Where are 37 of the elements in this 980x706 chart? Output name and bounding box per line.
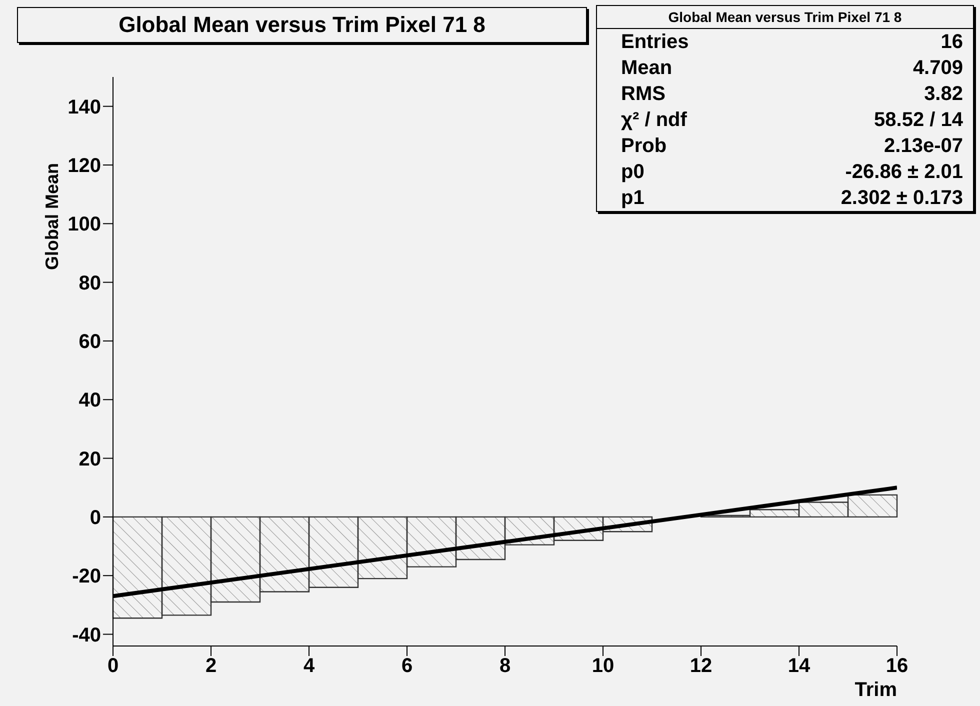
annotation: χ² / ndf [621, 108, 687, 132]
y-tick-label: 100 [68, 214, 101, 236]
y-axis-title: Global Mean [42, 162, 63, 270]
y-tick-label: 60 [78, 331, 101, 354]
y-tick-label: 20 [78, 448, 101, 470]
x-tick-label: 6 [401, 655, 413, 678]
text: 16 [940, 30, 963, 54]
text: 4.709 [912, 56, 963, 80]
annotation: RMS [621, 82, 666, 106]
text: Global Mean versus Trim Pixel 71 8 [597, 6, 973, 29]
chart-title: Global Mean versus Trim Pixel 71 8 [17, 7, 587, 43]
y-tick-label: 80 [78, 272, 101, 294]
y-tick-label: -20 [72, 566, 101, 588]
y-tick-label: 40 [78, 390, 101, 412]
x-tick-label: 10 [592, 655, 614, 678]
x-tick-label: 14 [788, 655, 811, 678]
x-tick-label: 4 [303, 655, 316, 678]
text: 3.82 [924, 82, 963, 106]
y-tick-label: -40 [72, 624, 101, 646]
annotation: -26.86 ± 2.01 [845, 160, 963, 184]
x-axis-title: Trim [854, 679, 897, 701]
x-tick-label: 16 [886, 655, 908, 678]
annotation: p1 [621, 186, 644, 210]
text: Entries [621, 30, 689, 54]
y-tick-label: 120 [68, 155, 101, 178]
annotation: Mean [621, 56, 672, 80]
annotation: 2.13e-07 [884, 134, 963, 158]
y-tick-label: 140 [68, 96, 101, 118]
y-tick-label: 0 [90, 507, 101, 530]
annotation: p0 [621, 160, 644, 184]
annotation: Prob [621, 134, 667, 158]
x-tick-label: 12 [690, 655, 712, 678]
x-tick-label: 2 [205, 655, 217, 678]
annotation: 2.302 ± 0.173 [840, 186, 963, 210]
x-tick-label: 0 [107, 655, 119, 678]
x-tick-label: 8 [499, 655, 511, 678]
annotation: 58.52 / 14 [874, 108, 963, 132]
